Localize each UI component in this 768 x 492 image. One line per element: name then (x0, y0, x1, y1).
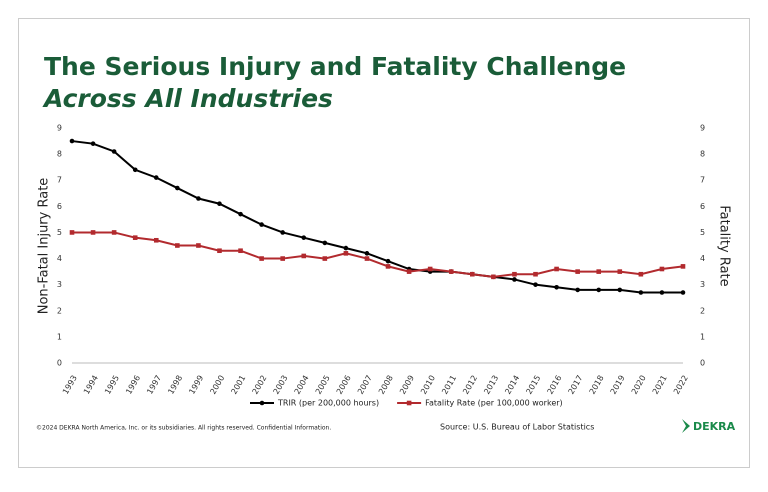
point (427, 266, 433, 272)
point (132, 167, 138, 173)
chart-title: The Serious Injury and Fatality Challeng… (44, 52, 626, 81)
point (680, 290, 686, 295)
series-line (71, 140, 683, 294)
copyright: ©2024 DEKRA North America, Inc. or its s… (36, 425, 331, 432)
point (448, 269, 454, 274)
y2-tick-label: 9 (700, 124, 705, 133)
y-tick-label: 7 (57, 176, 62, 185)
point (153, 175, 159, 180)
point (638, 271, 644, 277)
point (617, 287, 623, 293)
y2-tick-label: 5 (700, 228, 705, 237)
point (659, 266, 665, 272)
point (491, 274, 496, 280)
point (554, 266, 559, 272)
point (406, 269, 412, 274)
point (259, 256, 264, 261)
point (638, 290, 644, 295)
legend-label: Fatality Rate (per 100,000 worker) (425, 399, 563, 408)
point (596, 269, 602, 274)
point (322, 256, 328, 261)
chart-subtitle: Across All Industries (42, 84, 333, 113)
point (90, 141, 96, 146)
point (175, 243, 180, 248)
y2-tick-label: 6 (700, 202, 705, 211)
y2-axis-title: Fatality Rate (717, 205, 732, 286)
point (364, 251, 370, 256)
point (111, 149, 117, 154)
point (90, 230, 96, 235)
frame (18, 18, 750, 468)
point (217, 248, 222, 254)
y-tick-label: 6 (57, 202, 62, 211)
legend-marker (406, 400, 412, 406)
point (575, 269, 580, 274)
point (69, 230, 75, 235)
y-tick-label: 9 (57, 124, 62, 133)
point (301, 235, 307, 240)
legend-marker (259, 400, 265, 406)
point (659, 290, 665, 295)
point (512, 271, 517, 277)
point (238, 211, 243, 217)
point (533, 282, 538, 287)
y-tick-label: 2 (57, 306, 62, 315)
y2-tick-label: 0 (700, 359, 705, 368)
y-axis-title: Non-Fatal Injury Rate (37, 178, 52, 315)
y-tick-label: 5 (57, 228, 62, 237)
point (132, 235, 138, 240)
point (153, 237, 159, 243)
point (533, 271, 538, 277)
point (680, 264, 686, 269)
point (196, 196, 201, 201)
y-tick-label: 0 (57, 359, 62, 368)
point (575, 287, 580, 293)
point (196, 243, 201, 248)
y-tick-label: 4 (57, 254, 62, 263)
logo-mark (682, 419, 690, 433)
series-line (72, 231, 684, 278)
point (175, 185, 180, 191)
legend-label: TRIR (per 200,000 hours) (277, 399, 379, 408)
point (343, 251, 349, 256)
point (385, 258, 391, 264)
y2-tick-label: 3 (700, 280, 705, 289)
logo-text: DEKRA (693, 420, 736, 433)
y2-tick-label: 7 (700, 176, 705, 185)
point (217, 201, 222, 207)
point (617, 269, 623, 274)
y-tick-label: 3 (57, 280, 62, 289)
point (111, 230, 117, 235)
point (385, 264, 391, 269)
point (280, 230, 285, 235)
y2-tick-label: 2 (700, 306, 705, 315)
point (259, 222, 264, 227)
y2-tick-label: 4 (700, 254, 705, 263)
point (470, 271, 475, 277)
point (69, 138, 75, 144)
point (238, 248, 243, 254)
point (596, 287, 602, 293)
point (343, 245, 349, 251)
y-tick-label: 1 (57, 332, 62, 341)
y-tick-label: 8 (57, 150, 62, 159)
point (301, 253, 307, 259)
point (364, 256, 370, 261)
y2-tick-label: 1 (700, 332, 705, 341)
point (322, 240, 328, 246)
source: Source: U.S. Bureau of Labor Statistics (440, 423, 594, 432)
point (554, 284, 559, 290)
point (512, 277, 517, 282)
point (280, 256, 285, 261)
y2-tick-label: 8 (700, 150, 705, 159)
